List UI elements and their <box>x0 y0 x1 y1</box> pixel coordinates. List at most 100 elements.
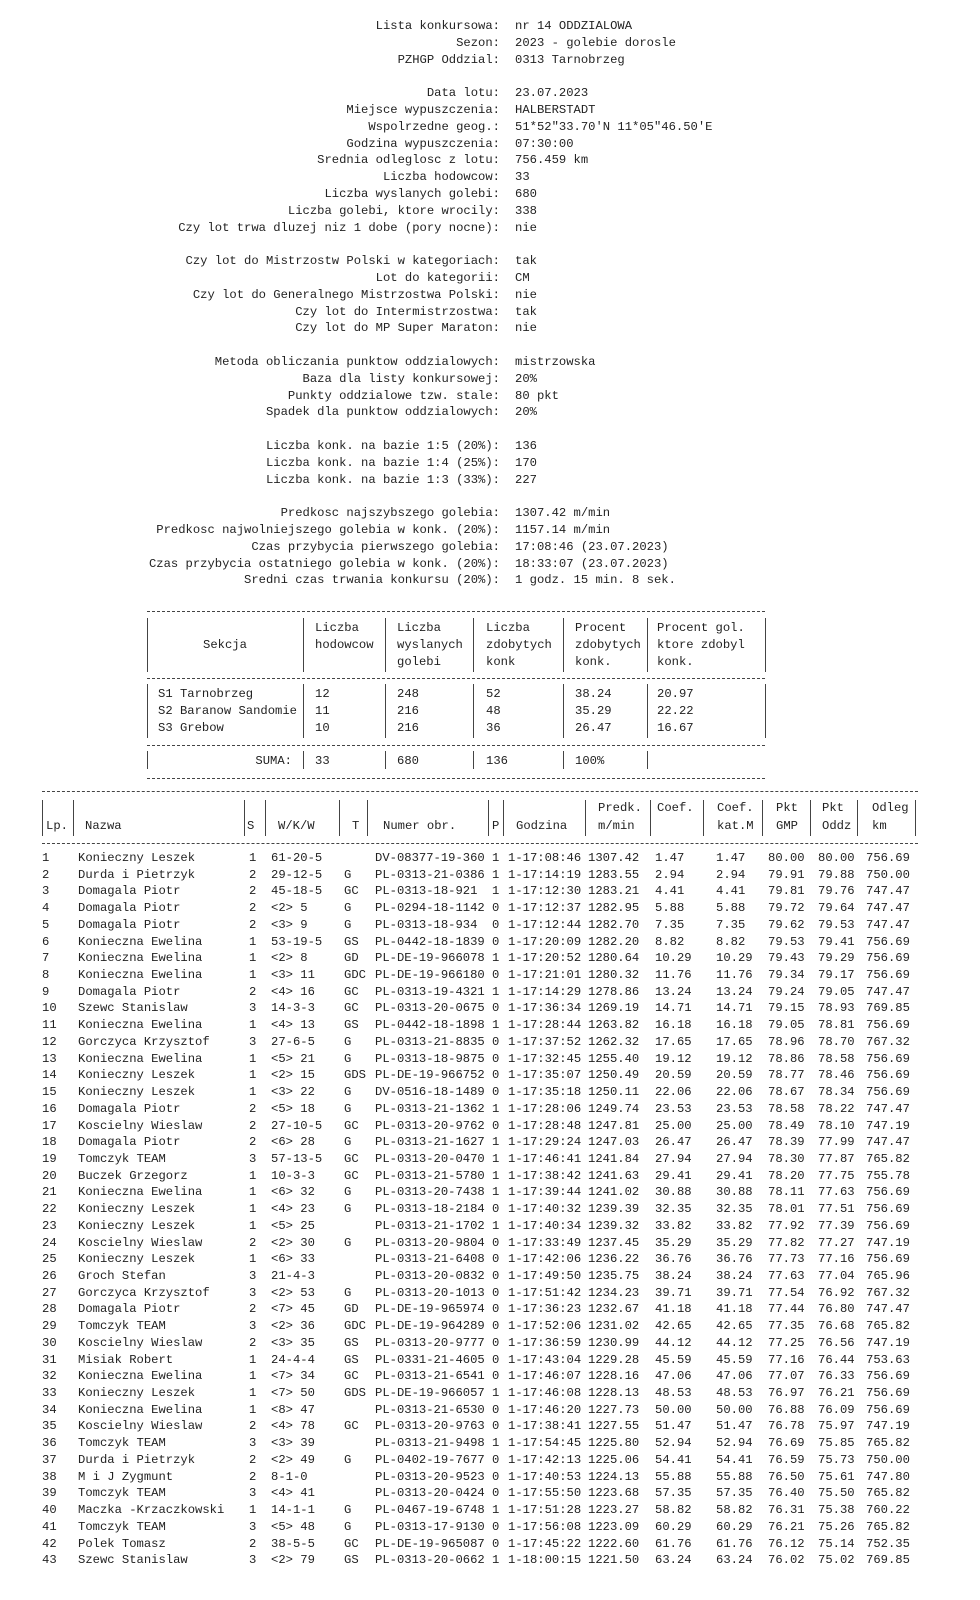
cell-coef-kat-m: 17.65 <box>716 1034 753 1049</box>
cell-wkw: <6> 32 <box>271 1185 315 1200</box>
section-header-cell: ktore zdobyl <box>657 638 745 652</box>
column-separator <box>473 684 474 738</box>
column-separator <box>503 800 504 836</box>
section-cell: 48 <box>486 703 501 718</box>
cell-coef: 33.82 <box>655 1218 692 1233</box>
cell-distance: 769.85 <box>866 1001 910 1016</box>
cell-speed: 1224.13 <box>588 1469 640 1484</box>
section-cell: S3 Grebow <box>158 720 224 735</box>
cell-pkt-gmp: 76.59 <box>768 1452 805 1467</box>
cell-lp: 29 <box>42 1319 57 1334</box>
column-separator <box>303 684 304 738</box>
info-value: 17:08:46 (23.07.2023) <box>515 539 669 554</box>
cell-wkw: 8-1-0 <box>271 1469 308 1484</box>
cell-section: 1 <box>249 968 257 983</box>
section-total-cell: 680 <box>397 754 419 768</box>
cell-coef-kat-m: 4.41 <box>716 884 746 899</box>
cell-section: 2 <box>249 867 257 882</box>
cell-p: 0 <box>492 1369 500 1384</box>
cell-wkw: <2> 36 <box>271 1319 315 1334</box>
section-header-cell: Liczba <box>486 621 530 635</box>
cell-pkt-oddz: 79.53 <box>818 917 855 932</box>
cell-speed: 1223.27 <box>588 1503 640 1518</box>
cell-coef: 22.06 <box>655 1085 692 1100</box>
cell-coef-kat-m: 58.82 <box>716 1503 753 1518</box>
cell-section: 1 <box>249 1352 257 1367</box>
cell-type: GDS <box>344 1386 366 1401</box>
cell-speed: 1282.70 <box>588 917 640 932</box>
cell-lp: 37 <box>42 1452 57 1467</box>
cell-pkt-gmp: 79.24 <box>768 984 805 999</box>
cell-ring-number: PL-0313-21-6408 <box>375 1252 485 1267</box>
cell-p: 0 <box>492 1269 500 1283</box>
cell-ring-number: PL-0313-21-6530 <box>375 1402 485 1417</box>
cell-coef: 27.94 <box>655 1151 692 1166</box>
cell-type: GS <box>344 1335 359 1350</box>
cell-wkw: <2> 53 <box>271 1285 315 1300</box>
cell-p: 1 <box>492 1018 500 1033</box>
cell-name: Konieczna Ewelina <box>78 1018 203 1033</box>
cell-lp: 39 <box>42 1486 57 1501</box>
cell-lp: 38 <box>42 1469 57 1484</box>
cell-section: 3 <box>249 1001 257 1016</box>
cell-coef-kat-m: 54.41 <box>716 1452 753 1467</box>
cell-pkt-oddz: 78.10 <box>818 1118 855 1133</box>
cell-coef: 58.82 <box>655 1503 692 1518</box>
cell-distance: 756.69 <box>866 1252 910 1267</box>
results-header-cell: Pkt <box>776 801 798 815</box>
cell-pkt-gmp: 79.34 <box>768 968 805 983</box>
info-value: CM <box>515 271 530 285</box>
cell-section: 2 <box>249 1235 257 1250</box>
cell-ring-number: PL-0313-17-9130 <box>375 1519 485 1534</box>
cell-p: 0 <box>492 968 500 983</box>
cell-lp: 43 <box>42 1553 57 1568</box>
cell-coef: 11.76 <box>655 968 692 983</box>
cell-lp: 35 <box>42 1419 57 1434</box>
cell-coef-kat-m: 8.82 <box>716 934 746 949</box>
cell-pkt-oddz: 75.50 <box>818 1486 855 1501</box>
cell-distance: 756.69 <box>866 851 910 865</box>
cell-ring-number: PL-DE-19-966180 <box>375 968 485 983</box>
cell-pkt-gmp: 76.02 <box>768 1553 805 1568</box>
cell-type: G <box>344 867 352 882</box>
cell-coef: 51.47 <box>655 1419 692 1434</box>
info-value: 338 <box>515 203 537 218</box>
cell-speed: 1230.99 <box>588 1335 640 1350</box>
cell-coef-kat-m: 7.35 <box>716 917 746 932</box>
results-header-cell: Nazwa <box>85 819 122 833</box>
cell-name: Konieczna Ewelina <box>78 1402 203 1417</box>
cell-wkw: <6> 28 <box>271 1135 315 1150</box>
cell-coef: 2.94 <box>655 867 685 882</box>
cell-name: Durda i Pietrzyk <box>78 867 196 882</box>
cell-name: Koscielny Wieslaw <box>78 1419 203 1434</box>
cell-coef-kat-m: 22.06 <box>716 1085 753 1100</box>
info-value: 680 <box>515 187 537 201</box>
cell-distance: 767.32 <box>866 1034 910 1049</box>
cell-section: 1 <box>249 1402 257 1417</box>
cell-coef-kat-m: 36.76 <box>716 1252 753 1267</box>
cell-ring-number: PL-0313-21-5780 <box>375 1168 485 1183</box>
cell-ring-number: PL-DE-19-966057 <box>375 1386 485 1401</box>
cell-speed: 1247.81 <box>588 1118 640 1133</box>
cell-wkw: 29-12-5 <box>271 867 323 882</box>
cell-pkt-gmp: 78.39 <box>768 1135 805 1150</box>
cell-name: Koscielny Wieslaw <box>78 1235 203 1250</box>
cell-arrival-time: 1-17:39:44 <box>508 1185 582 1200</box>
cell-section: 1 <box>249 1503 257 1518</box>
cell-pkt-gmp: 79.15 <box>768 1001 805 1016</box>
cell-pkt-oddz: 77.39 <box>818 1218 855 1233</box>
cell-arrival-time: 1-17:12:44 <box>508 917 582 932</box>
cell-section: 1 <box>249 1018 257 1033</box>
cell-p: 1 <box>492 1135 500 1150</box>
cell-distance: 747.47 <box>866 1101 910 1116</box>
cell-p: 1 <box>492 1553 500 1568</box>
info-label: Liczba hodowcow: <box>382 170 500 185</box>
cell-pkt-oddz: 79.76 <box>818 884 855 899</box>
cell-coef: 36.76 <box>655 1252 692 1267</box>
cell-arrival-time: 1-17:43:04 <box>508 1352 582 1367</box>
results-header-cell: Godzina <box>516 819 568 833</box>
cell-section: 1 <box>249 1068 257 1083</box>
cell-type: G <box>344 1285 352 1300</box>
info-value: tak <box>515 254 537 269</box>
cell-p: 0 <box>492 1068 500 1083</box>
